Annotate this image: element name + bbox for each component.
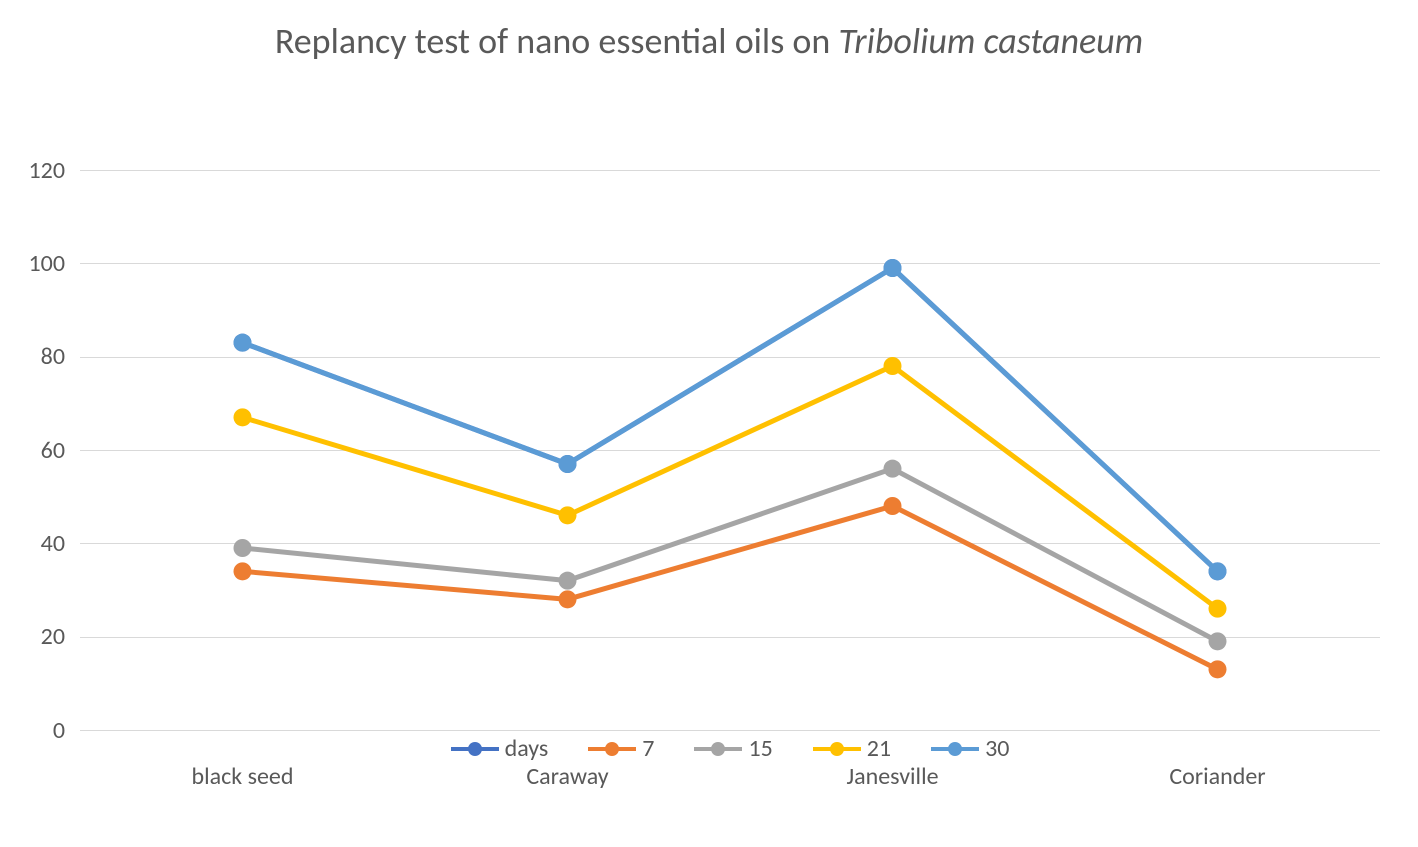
series-marker-21 bbox=[884, 357, 902, 375]
series-marker-15 bbox=[1209, 632, 1227, 650]
series-line-21 bbox=[243, 366, 1218, 609]
series-marker-21 bbox=[234, 408, 252, 426]
legend-label: 7 bbox=[642, 734, 654, 763]
legend-swatch bbox=[694, 741, 742, 757]
x-tick-label: black seed bbox=[80, 762, 405, 791]
legend-marker-icon bbox=[605, 742, 619, 756]
chart-container: Replancy test of nano essential oils on … bbox=[0, 0, 1418, 847]
legend-label: 15 bbox=[748, 734, 772, 763]
series-marker-15 bbox=[234, 539, 252, 557]
series-marker-30 bbox=[234, 334, 252, 352]
legend-label: days bbox=[505, 734, 549, 763]
series-marker-7 bbox=[1209, 660, 1227, 678]
legend-marker-icon bbox=[711, 742, 725, 756]
legend-item-days: days bbox=[451, 734, 549, 763]
series-marker-30 bbox=[1209, 562, 1227, 580]
series-marker-7 bbox=[559, 590, 577, 608]
series-marker-21 bbox=[559, 506, 577, 524]
legend: days 7 15 21 30 bbox=[80, 734, 1380, 763]
legend-item-15: 15 bbox=[694, 734, 772, 763]
legend-item-7: 7 bbox=[588, 734, 654, 763]
legend-swatch bbox=[451, 741, 499, 757]
legend-swatch bbox=[813, 741, 861, 757]
legend-marker-icon bbox=[468, 742, 482, 756]
series-marker-15 bbox=[884, 460, 902, 478]
legend-swatch bbox=[931, 741, 979, 757]
series-line-7 bbox=[243, 506, 1218, 669]
series-marker-30 bbox=[884, 259, 902, 277]
legend-item-30: 30 bbox=[931, 734, 1009, 763]
legend-label: 21 bbox=[867, 734, 891, 763]
x-tick-label: Caraway bbox=[405, 762, 730, 791]
legend-marker-icon bbox=[830, 742, 844, 756]
series-marker-7 bbox=[884, 497, 902, 515]
series-marker-15 bbox=[559, 572, 577, 590]
plot-area bbox=[0, 0, 1380, 740]
series-marker-21 bbox=[1209, 600, 1227, 618]
series-marker-30 bbox=[559, 455, 577, 473]
legend-marker-icon bbox=[948, 742, 962, 756]
x-tick-label: Janesville bbox=[730, 762, 1055, 791]
legend-item-21: 21 bbox=[813, 734, 891, 763]
legend-label: 30 bbox=[985, 734, 1009, 763]
legend-swatch bbox=[588, 741, 636, 757]
series-marker-7 bbox=[234, 562, 252, 580]
x-tick-label: Coriander bbox=[1055, 762, 1380, 791]
